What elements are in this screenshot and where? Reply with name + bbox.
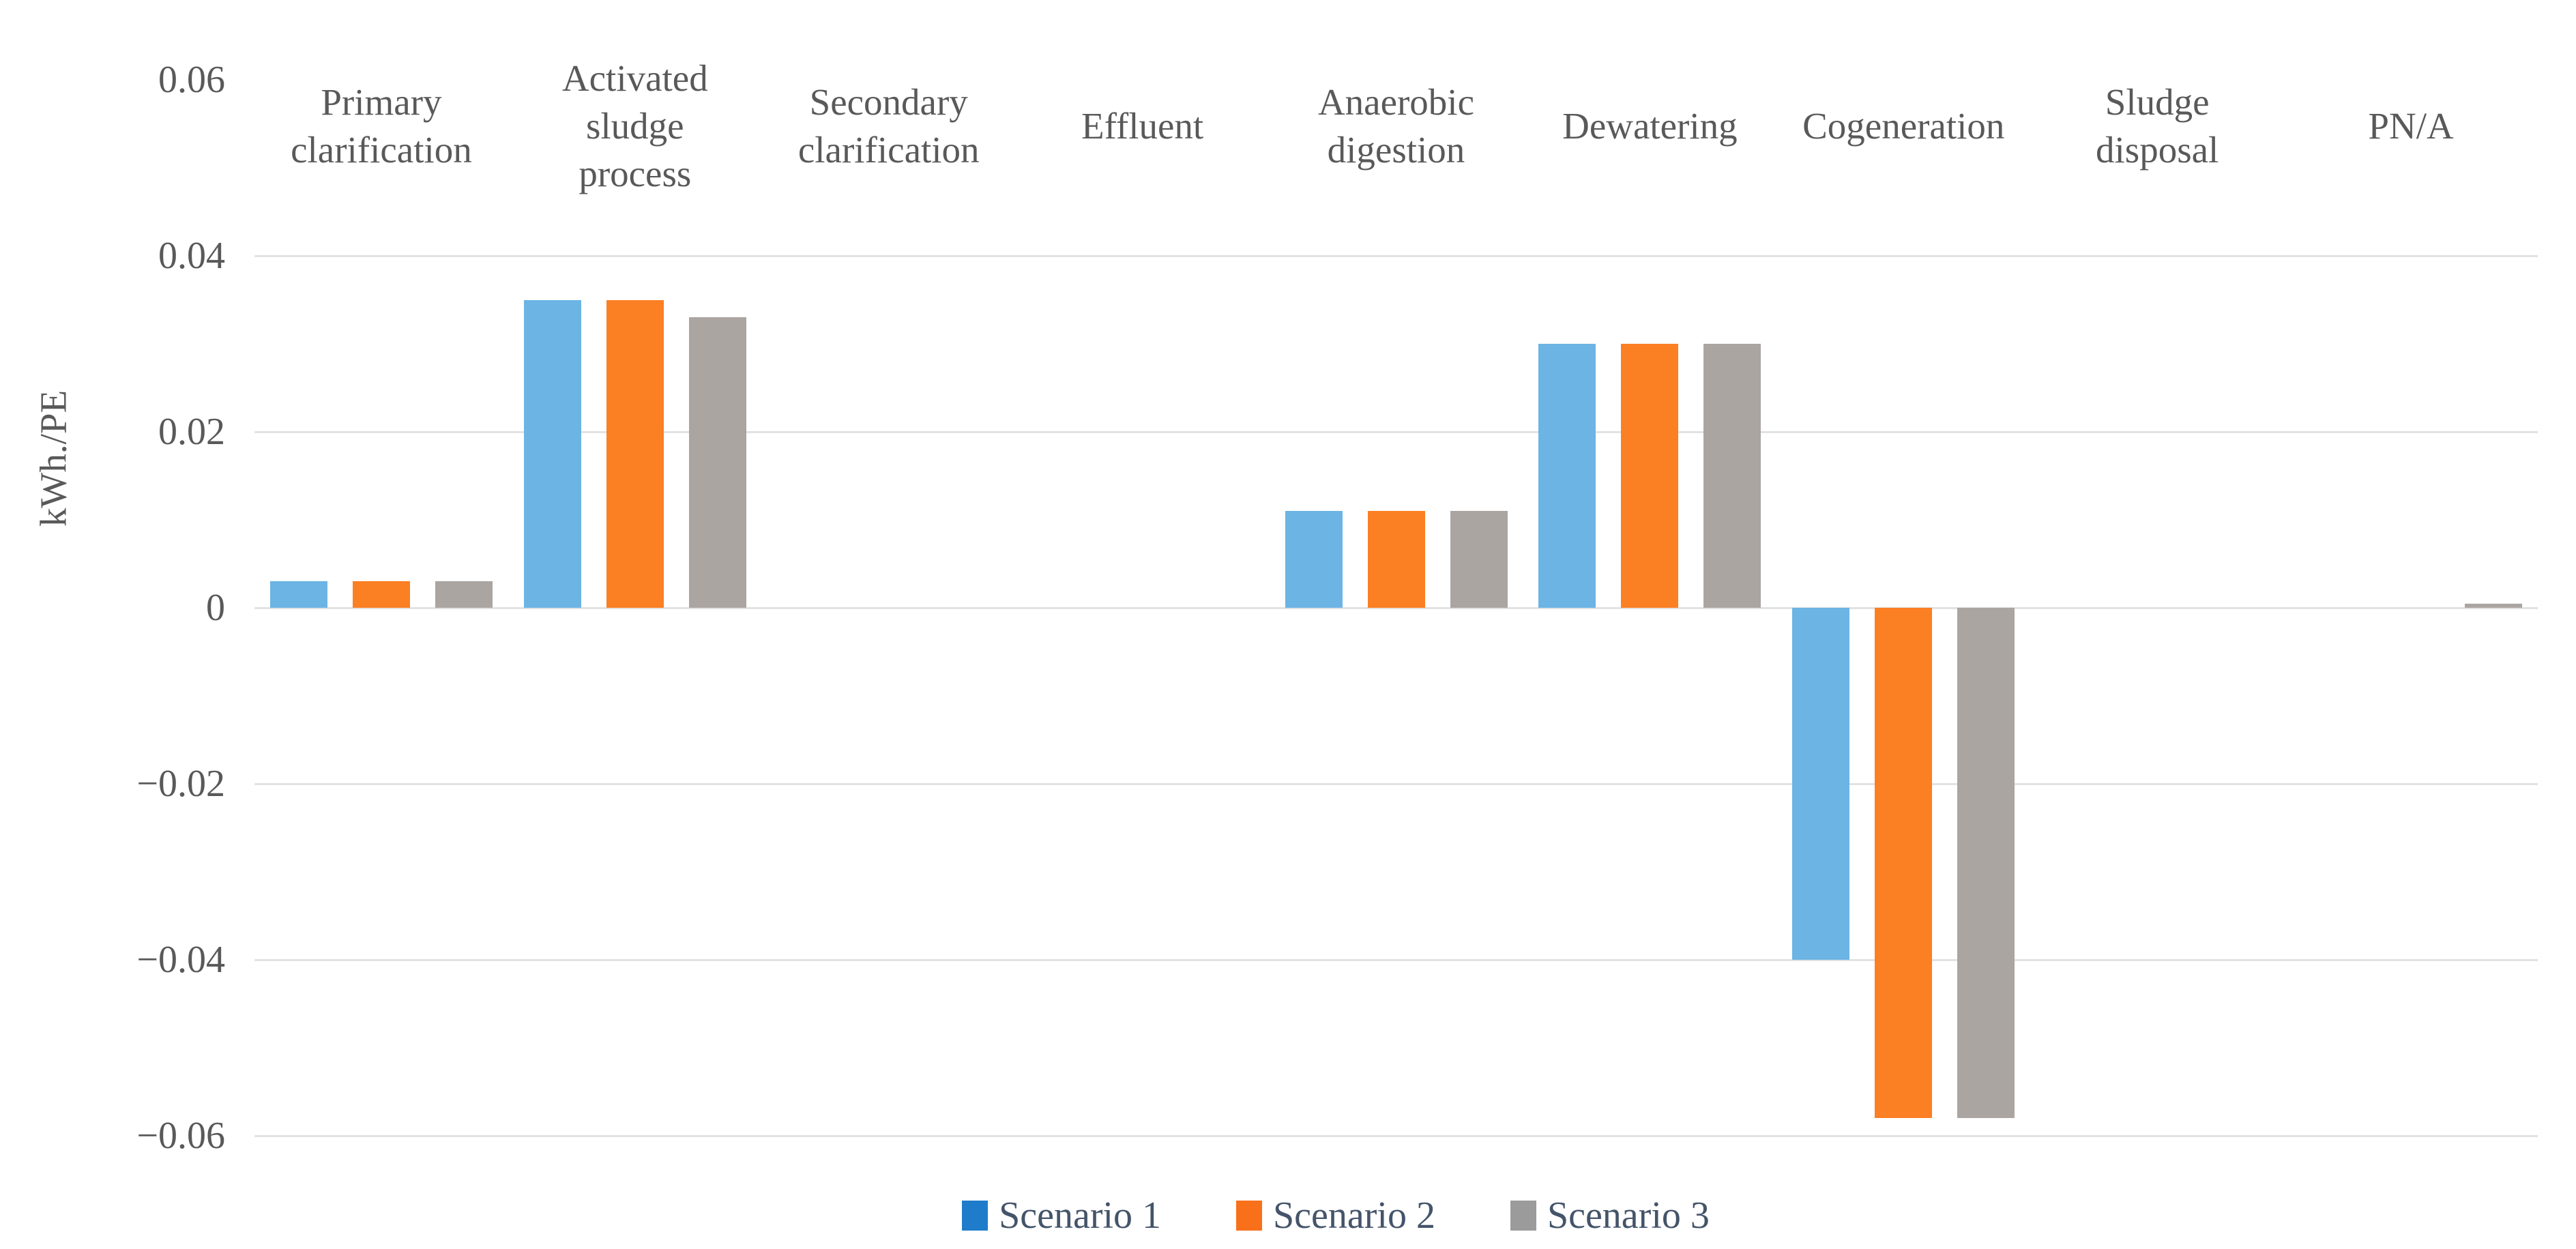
category-label-pn-a: PN/A: [2368, 105, 2454, 147]
bar-scenario-1-activated-sludge-process: [523, 299, 581, 608]
legend-label: Scenario 3: [1547, 1194, 1710, 1237]
bar-scenario-1-anaerobic-digestion: [1285, 511, 1343, 608]
legend-swatch-icon: [1510, 1201, 1536, 1231]
legend-swatch-icon: [962, 1201, 989, 1231]
bar-scenario-3-cogeneration: [1957, 608, 2015, 1119]
category-label-activated-sludge-process: Activated sludge process: [561, 57, 708, 194]
y-tick-label: 0.04: [158, 235, 225, 277]
y-tick-label: −0.02: [136, 763, 225, 805]
bar-scenario-3-pn-a: [2465, 603, 2523, 608]
bar-scenario-1-cogeneration: [1792, 608, 1850, 960]
bar-scenario-2-cogeneration: [1875, 608, 1933, 1119]
gridline-0: [254, 607, 2538, 609]
bar-scenario-2-dewatering: [1621, 344, 1679, 608]
category-label-sludge-disposal: Sludge disposal: [2096, 81, 2219, 171]
legend-item-scenario-3: Scenario 3: [1510, 1194, 1710, 1237]
category-label-cogeneration: Cogeneration: [1802, 105, 2005, 147]
gridline--0.02: [254, 783, 2538, 785]
y-tick-label: −0.04: [136, 939, 225, 981]
legend-item-scenario-1: Scenario 1: [962, 1194, 1161, 1237]
y-tick-label: 0.02: [158, 411, 225, 453]
bar-scenario-2-activated-sludge-process: [606, 299, 664, 608]
bar-scenario-1-dewatering: [1538, 344, 1596, 608]
legend-label: Scenario 2: [1273, 1194, 1435, 1237]
legend-item-scenario-2: Scenario 2: [1236, 1194, 1435, 1237]
bar-scenario-3-activated-sludge-process: [688, 317, 746, 608]
bar-scenario-2-anaerobic-digestion: [1367, 511, 1425, 608]
gridline--0.04: [254, 959, 2538, 961]
gridline-0.04: [254, 255, 2538, 257]
bar-scenario-3-anaerobic-digestion: [1450, 511, 1508, 608]
legend-swatch-icon: [1236, 1201, 1263, 1231]
category-label-primary-clarification: Primary clarification: [291, 81, 472, 171]
y-tick-label: −0.06: [136, 1115, 225, 1157]
gridline--0.06: [254, 1135, 2538, 1137]
y-tick-label: 0.06: [158, 59, 225, 101]
bar-scenario-3-primary-clarification: [435, 581, 493, 608]
category-label-dewatering: Dewatering: [1562, 105, 1738, 147]
y-tick-label: 0: [206, 587, 225, 629]
bar-scenario-2-primary-clarification: [352, 581, 410, 608]
bar-scenario-3-dewatering: [1703, 344, 1761, 608]
bar-scenario-1-primary-clarification: [269, 581, 327, 608]
category-label-anaerobic-digestion: Anaerobic digestion: [1317, 81, 1475, 171]
category-label-secondary-clarification: Secondary clarification: [797, 81, 980, 171]
category-label-effluent: Effluent: [1081, 105, 1204, 147]
legend: Scenario 1 Scenario 2 Scenario 3: [48, 1187, 2576, 1244]
gridline-0.02: [254, 431, 2538, 433]
legend-label: Scenario 1: [999, 1194, 1162, 1237]
